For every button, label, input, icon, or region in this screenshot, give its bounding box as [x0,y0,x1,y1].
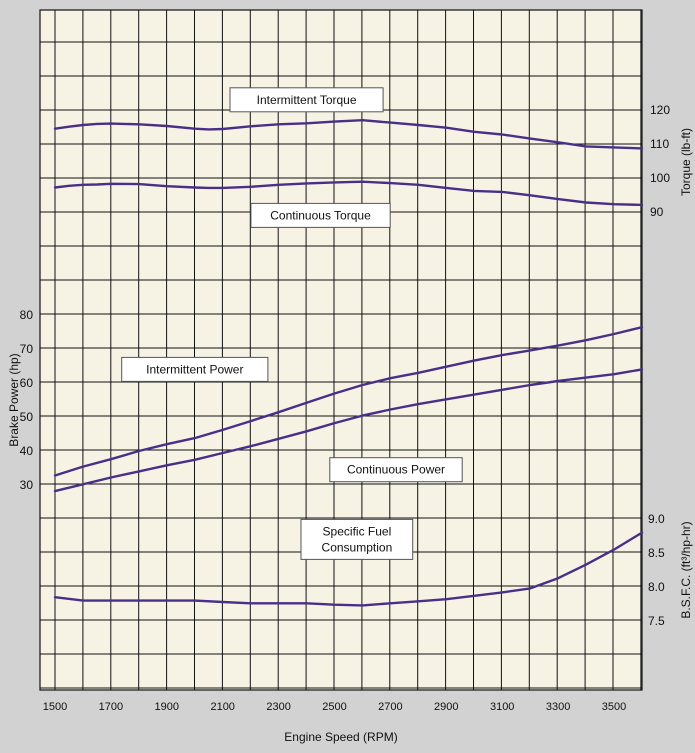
series-line-2 [53,326,644,477]
series-label-text: Continuous Torque [270,208,371,222]
x-tick-label: 1700 [99,701,123,713]
bsfc-tick-label: 8.0 [648,580,665,594]
power-tick-label: 70 [20,342,34,356]
tick-labels: 1500 1700 1900 2100 2300 2500 2700 2900 3100 3300… [20,103,671,713]
power-tick-label: 80 [20,308,34,322]
x-axis-label: Engine Speed (RPM) [284,730,397,744]
x-tick-label: 3500 [602,701,626,713]
series-label-box [229,87,384,113]
series-label-text: Consumption [322,540,393,554]
series-label-text: Intermittent Torque [257,93,357,107]
series-label-text: Continuous Power [347,463,445,477]
torque-tick-label: 120 [650,103,670,117]
series-label-box [250,202,391,228]
x-tick-label: 2500 [322,701,346,713]
bsfc-tick-label: 8.5 [648,546,665,560]
series-label-box [329,457,463,483]
torque-axis-label: Torque (lb-ft) [679,128,693,196]
torque-tick-label: 90 [650,205,664,219]
x-tick-label: 2100 [210,701,234,713]
x-tick-label: 3300 [546,701,570,713]
x-tick-label: 1900 [155,701,179,713]
series-label-box [121,356,269,382]
series-label-3: Continuous Power [329,457,463,483]
torque-tick-label: 110 [650,137,669,151]
bsfc-tick-label: 7.5 [648,614,665,628]
power-tick-label: 30 [20,478,34,492]
x-tick-label: 3100 [490,701,514,713]
bsfc-tick-label: 9.0 [648,512,665,526]
series-label-box [300,518,414,560]
series-labels: Intermittent Torque Continuous Torque Inte… [121,87,463,560]
series-line-0 [53,118,644,150]
series-label-text: Intermittent Power [146,362,243,376]
series-label-0: Intermittent Torque [229,87,384,113]
series-line-4 [53,531,644,607]
series-label-text: Specific Fuel [323,524,392,538]
torque-tick-label: 100 [650,171,670,185]
x-tick-label: 2300 [266,701,290,713]
series-label-2: Intermittent Power [121,356,269,382]
x-tick-label: 1500 [43,701,67,713]
power-axis-label: Brake Power (hp) [7,353,21,446]
power-tick-label: 40 [20,444,34,458]
bsfc-axis-label: B.S.F.C. (ft³/hp-hr) [679,521,693,618]
series-label-4: Specific Fuel Consumption [300,518,414,560]
power-tick-label: 60 [20,376,34,390]
series-lines [53,118,644,607]
x-tick-label: 2700 [378,701,402,713]
series-label-1: Continuous Torque [250,202,391,228]
x-tick-label: 2900 [434,701,458,713]
power-tick-label: 50 [20,410,34,424]
series-line-1 [53,180,644,207]
series-line-3 [53,368,644,493]
